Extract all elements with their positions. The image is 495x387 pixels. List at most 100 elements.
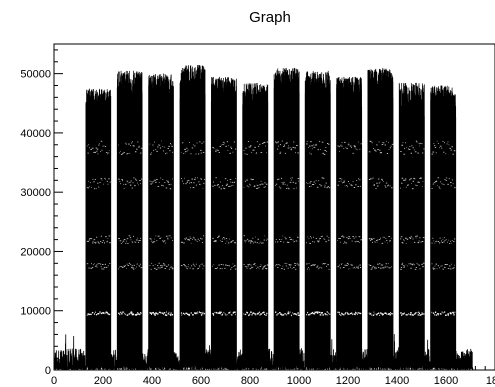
plateau-streak [400, 311, 425, 316]
x-tick-label: 800 [241, 375, 259, 387]
plateau-streak [274, 177, 300, 190]
plateau-streak [431, 177, 456, 190]
plateau-streak [243, 178, 268, 189]
baseline-segment-8 [329, 339, 337, 371]
plateau-streak [212, 235, 236, 244]
burst-11-plateaus [431, 140, 456, 317]
baseline-segment-10 [392, 334, 400, 370]
burst-8-plateaus [337, 141, 363, 316]
burst-2-plateaus [149, 140, 174, 317]
plateau-streak [306, 140, 330, 155]
plateau-streak [149, 177, 173, 190]
baseline-segment-9 [361, 348, 368, 371]
plateau-streak [274, 262, 300, 270]
plateau-streak [149, 140, 174, 155]
y-tick-label: 30000 [20, 187, 51, 199]
chart-title: Graph [249, 9, 291, 26]
x-tick-label: 0 [51, 375, 57, 387]
plateau-streak [368, 177, 393, 189]
plateau-streak [149, 311, 174, 317]
x-tick-label: 1400 [385, 375, 409, 387]
plateau-streak [306, 177, 331, 189]
plateau-streak [400, 262, 425, 270]
burst-10 [398, 82, 425, 370]
burst-6-plateaus [274, 140, 300, 317]
x-tick-label: 1600 [434, 375, 458, 387]
plateau-streak [274, 235, 299, 243]
plateau-streak [118, 311, 142, 316]
burst-9 [367, 68, 394, 370]
plateau-streak [337, 178, 361, 188]
baseline-segment-4 [204, 345, 212, 370]
baseline-segment-5 [236, 349, 243, 372]
baseline-segment-11 [424, 339, 431, 371]
plateau-streak [86, 263, 111, 270]
burst-8 [336, 76, 363, 370]
burst-1-plateaus [118, 141, 143, 316]
burst-4 [210, 76, 237, 370]
plateau-streak [118, 235, 142, 244]
plateau-streak [243, 263, 269, 270]
plateau-streak [212, 177, 236, 190]
plateau-streak [274, 311, 300, 317]
burst-3 [179, 64, 206, 370]
burst-7-plateaus [306, 140, 331, 316]
plateau-streak [431, 140, 456, 155]
x-axis: 0 200 400 600 800 1000 1200 1400 1600 180 [51, 361, 495, 387]
plateau-streak [274, 140, 299, 154]
burst-4-plateaus [212, 141, 237, 316]
plateau-streak [86, 177, 111, 190]
plateau-streak [149, 235, 173, 244]
burst-7 [304, 70, 331, 370]
burst-9-plateaus [368, 140, 394, 317]
plateau-streak [86, 311, 111, 316]
plateau-streak [243, 235, 268, 244]
x-tick-label: 1000 [287, 375, 311, 387]
plateau-streak [149, 262, 174, 270]
baseline-segment-0 [53, 334, 87, 371]
burst-5 [242, 82, 269, 370]
plateau-streak [212, 141, 237, 154]
burst-0-plateaus [86, 140, 111, 316]
plateau-streak [431, 263, 455, 270]
data-layer [53, 64, 474, 372]
plateau-streak [86, 140, 110, 155]
plateau-streak [400, 177, 424, 190]
x-tick-label: 1200 [336, 375, 360, 387]
baseline-segment-2 [141, 349, 149, 370]
baseline-segment-6 [267, 348, 275, 370]
y-tick-label: 10000 [20, 306, 51, 318]
y-tick-label: 40000 [20, 128, 51, 140]
baseline-segment-12 [455, 348, 474, 371]
x-tick-label: 400 [143, 375, 161, 387]
plateau-streak [180, 263, 205, 270]
plateau-streak [368, 235, 392, 244]
y-tick-label: 0 [45, 365, 51, 377]
burst-1 [116, 70, 143, 370]
plateau-streak [337, 141, 362, 154]
plateau-streak [118, 141, 143, 155]
plateau-streak [368, 263, 393, 270]
plateau-streak [306, 311, 331, 316]
burst-11 [430, 85, 457, 370]
plateau-streak [368, 311, 393, 317]
burst-2 [148, 73, 174, 370]
plateau-streak [337, 311, 362, 316]
plateau-streak [431, 311, 456, 317]
plateau-streak [212, 263, 237, 270]
plateau-streak [212, 311, 236, 316]
x-tick-label: 600 [192, 375, 210, 387]
burst-5-plateaus [243, 141, 269, 316]
plateau-streak [180, 141, 205, 155]
y-tick-label: 50000 [20, 69, 51, 81]
plateau-streak [180, 177, 206, 190]
plateau-streak [118, 177, 143, 190]
burst-6 [273, 67, 300, 370]
x-tick-label: 200 [94, 375, 112, 387]
burst-0 [85, 88, 112, 370]
baseline-segment-3 [173, 352, 181, 370]
burst-3-plateaus [180, 141, 206, 317]
baseline-segment-1 [110, 349, 118, 370]
plateau-streak [180, 235, 205, 244]
